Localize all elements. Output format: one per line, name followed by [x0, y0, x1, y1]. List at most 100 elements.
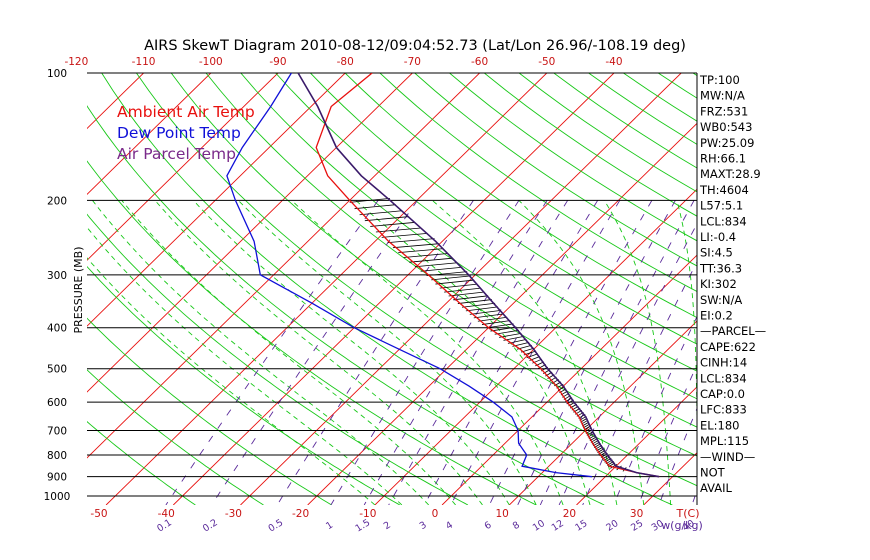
- stability-index-item: MW:N/A: [700, 89, 745, 103]
- cape-hatch-line: [409, 257, 453, 263]
- dry-adiabat-line: [379, 73, 697, 293]
- dry-adiabat-line: [518, 73, 697, 193]
- stability-index-item: EI:0.2: [700, 309, 733, 323]
- mixing-ratio-tick-label: 3: [418, 520, 429, 533]
- mixing-ratio-tick-label: 6: [483, 520, 494, 533]
- stability-index-item: LFC:833: [700, 403, 747, 417]
- isotherm-line: [87, 73, 212, 195]
- bottom-temp-tick-label: 10: [496, 508, 509, 520]
- mixing-ratio-tick-label: 0.2: [201, 517, 220, 534]
- moist-adiabat-line: [431, 199, 618, 505]
- mixing-ratio-line: [539, 200, 695, 505]
- stability-index-item: EL:180: [700, 418, 740, 432]
- mixing-ratio-tick-label: 12: [550, 518, 566, 534]
- cape-hatch-line: [490, 326, 517, 332]
- cape-hatch-line: [486, 323, 514, 329]
- mixing-ratio-line: [363, 200, 548, 505]
- dry-adiabat-line: [310, 73, 697, 345]
- cape-hatch-line: [375, 227, 421, 233]
- stability-index-item: CAPE:622: [700, 340, 756, 354]
- top-temp-tick-label: -110: [132, 56, 156, 68]
- isotherm-line: [87, 73, 480, 459]
- moist-adiabat-line: [237, 199, 537, 505]
- mixing-ratio-tick-label: 20: [604, 518, 620, 534]
- cape-hatch-line: [444, 287, 482, 293]
- cape-hatch-line: [414, 262, 458, 268]
- stability-index-item: —PARCEL—: [700, 324, 766, 338]
- stability-index-item: LI:-0.4: [700, 230, 736, 244]
- cape-hatch-line: [435, 279, 475, 285]
- moist-adiabat-line: [87, 257, 376, 505]
- isotherm-line: [508, 320, 697, 505]
- pressure-tick-label: 600: [47, 397, 67, 409]
- cape-hatch-line: [465, 306, 499, 312]
- moist-adiabat-line: [87, 226, 403, 505]
- legend: Ambient Air Temp Dew Point Temp Air Parc…: [117, 103, 255, 163]
- cape-hatch-line: [381, 232, 428, 238]
- pressure-tick-label: 200: [47, 195, 67, 207]
- bottom-temp-tick-label: 0: [432, 508, 439, 520]
- stability-index-item: MPL:115: [700, 434, 749, 448]
- mixing-ratio-line: [165, 200, 379, 505]
- stability-index-item: RH:66.1: [700, 152, 746, 166]
- stability-index-item: SI:4.5: [700, 246, 733, 260]
- moist-adiabat-line: [355, 199, 591, 505]
- mixing-ratio-line: [450, 200, 621, 505]
- mixing-ratio-line: [613, 315, 697, 505]
- dewpoint-temp-line: [226, 73, 593, 478]
- dry-adiabat-line: [414, 73, 697, 267]
- bottom-temp-tick-label: 30: [630, 508, 643, 520]
- cape-hatch-line: [370, 222, 415, 227]
- stability-index-item: FRZ:531: [700, 104, 748, 118]
- stability-index-item: TH:4604: [699, 183, 749, 197]
- pressure-tick-label: 100: [47, 68, 67, 80]
- pressure-tick-label: 400: [47, 323, 67, 335]
- moist-adiabat-line: [121, 200, 456, 505]
- mixing-ratio-label: w(g/kg): [661, 519, 703, 532]
- dry-adiabat-line: [240, 73, 697, 400]
- cape-hatch-line: [448, 291, 485, 297]
- stability-index-item: CINH:14: [700, 356, 747, 370]
- parcel-temp-line: [297, 73, 660, 478]
- cape-hatch-line: [477, 316, 508, 322]
- cape-hatch-line: [392, 243, 440, 249]
- pressure-tick-label: 500: [47, 364, 67, 376]
- mixing-ratio-line: [424, 200, 599, 505]
- cape-hatch-line: [403, 253, 449, 258]
- cape-hatch-line: [494, 329, 519, 335]
- mixing-ratio-tick-label: 1: [324, 520, 335, 533]
- mixing-ratio-tick-label: 4: [444, 520, 455, 533]
- top-temp-tick-label: -70: [404, 56, 421, 68]
- chart-title: AIRS SkewT Diagram 2010-08-12/09:04:52.7…: [144, 38, 686, 54]
- isobar-lines: [87, 72, 698, 505]
- dry-adiabat-line: [101, 73, 673, 505]
- mixing-ratio-tick-label: 30: [650, 518, 666, 534]
- cape-hatch-line: [461, 302, 496, 308]
- cape-hatch-line: [473, 313, 505, 319]
- mixing-ratio-line: [488, 200, 653, 505]
- bottom-temp-tick-label: -10: [359, 508, 376, 520]
- cape-hatch-line: [354, 204, 396, 210]
- cape-hatch-line: [364, 216, 409, 222]
- dry-adiabat-line: [449, 73, 697, 242]
- mixing-ratio-tick-label: 2: [382, 520, 393, 533]
- mixing-ratio-tick-label: 8: [511, 520, 522, 533]
- mixing-ratio-line: [388, 200, 569, 505]
- top-temp-tick-label: -90: [269, 56, 286, 68]
- isotherm-line: [87, 73, 413, 393]
- isotherm-line: [0, 73, 76, 505]
- top-temp-tick-label: -50: [538, 56, 555, 68]
- bottom-temp-tick-label: -40: [158, 508, 175, 520]
- mixing-ratio-tick-label: 0.5: [267, 517, 286, 534]
- bottom-temp-tick-label: 20: [563, 508, 576, 520]
- skewt-grid: [0, 73, 697, 505]
- mixing-ratio-line: [330, 200, 520, 505]
- top-temp-tick-label: -80: [337, 56, 354, 68]
- top-temp-tick-label: -100: [199, 56, 223, 68]
- stability-index-item: TP:100: [699, 73, 740, 87]
- dry-adiabat-line: [344, 73, 697, 319]
- isotherm-line: [105, 73, 548, 505]
- legend-ambient: Ambient Air Temp: [117, 103, 255, 121]
- pressure-tick-label: 300: [47, 270, 67, 282]
